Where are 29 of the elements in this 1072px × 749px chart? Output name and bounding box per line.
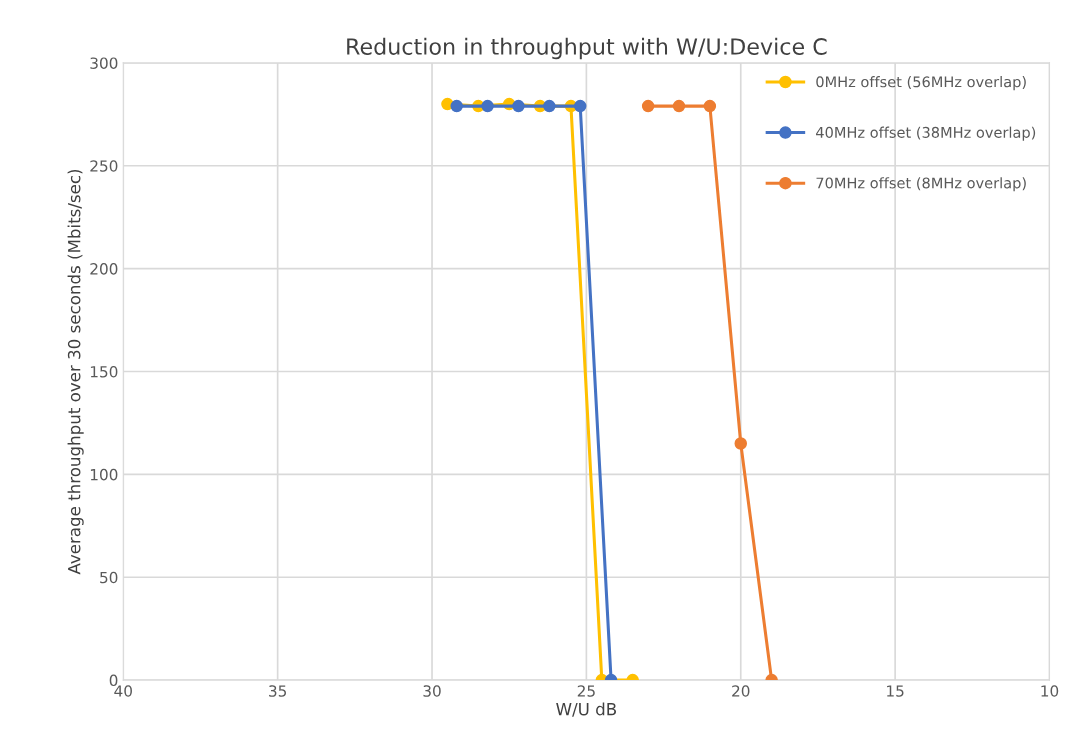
point <box>703 99 717 113</box>
x-tick-label: 25 <box>577 685 595 697</box>
point <box>672 99 686 113</box>
y-axis-title: Average throughput over 30 seconds (Mbits/sec) <box>67 169 84 575</box>
point <box>512 99 525 113</box>
y-tick-label: 250 <box>90 160 118 172</box>
x-tick-label: 20 <box>732 685 750 697</box>
y-tick-label: 200 <box>90 263 118 275</box>
point <box>450 99 463 113</box>
y-tick-label: 50 <box>100 571 118 584</box>
point <box>641 99 655 113</box>
x-tick-label: 35 <box>269 685 287 697</box>
legend-label: 70MHz offset (8MHz overlap) <box>816 177 1026 192</box>
legend-label: 0MHz offset (56MHz overlap) <box>816 76 1026 91</box>
legend-label: 40MHz offset (38MHz overlap) <box>816 126 1036 141</box>
y-tick-label: 0 <box>109 674 118 687</box>
x-axis-title: W/U dB <box>556 702 617 717</box>
y-tick-label: 150 <box>90 365 118 378</box>
chart-title: Reduction in throughput with W/U:Device C <box>347 37 827 60</box>
y-tick-label: 300 <box>90 57 118 69</box>
point <box>481 99 494 113</box>
x-tick-label: 10 <box>1041 685 1059 697</box>
y-tick-label: 100 <box>90 468 118 481</box>
point <box>543 99 556 113</box>
point <box>573 99 587 113</box>
point <box>734 437 748 450</box>
x-tick-label: 40 <box>114 685 132 697</box>
x-tick-label: 15 <box>887 685 904 697</box>
x-tick-label: 30 <box>423 685 441 697</box>
